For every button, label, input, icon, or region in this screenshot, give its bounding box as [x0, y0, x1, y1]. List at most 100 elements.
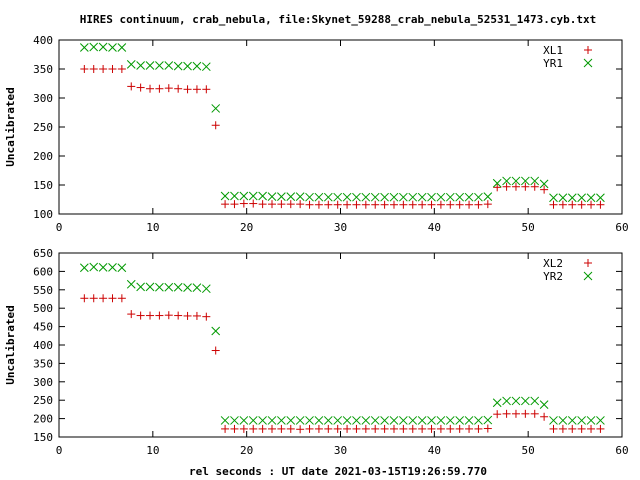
data-point [493, 410, 502, 419]
data-point [155, 61, 164, 70]
data-point [427, 416, 436, 425]
legend-label: YR2 [543, 270, 563, 283]
y-tick-label: 500 [33, 302, 53, 315]
data-point [521, 182, 530, 191]
x-tick-label: 50 [522, 221, 535, 234]
data-point [408, 200, 417, 209]
data-point [483, 200, 492, 209]
data-point [474, 192, 483, 202]
data-point [192, 85, 201, 94]
data-point [361, 416, 371, 425]
x-tick-label: 30 [334, 221, 347, 234]
data-point [568, 424, 577, 433]
data-point [558, 424, 567, 433]
data-point [352, 416, 361, 425]
data-point [258, 416, 267, 425]
data-point [230, 200, 239, 209]
data-point [324, 424, 333, 433]
data-point [126, 60, 136, 69]
data-point [361, 200, 370, 209]
data-point [146, 84, 155, 93]
data-point [445, 416, 455, 425]
plot-frame [58, 252, 623, 438]
data-point [511, 409, 520, 418]
data-point [295, 416, 305, 425]
data-point [333, 416, 343, 425]
data-point [108, 65, 117, 73]
data-point [539, 179, 549, 189]
data-point [239, 199, 248, 208]
data-point [248, 191, 258, 201]
data-point [98, 42, 108, 52]
y-tick-label: 150 [33, 431, 53, 444]
data-point [286, 192, 296, 201]
data-point [183, 85, 192, 94]
y-tick-label: 350 [33, 357, 53, 370]
data-point [418, 424, 427, 433]
data-point [164, 282, 174, 292]
data-point [211, 121, 220, 130]
data-point [155, 311, 164, 320]
data-point [333, 192, 343, 202]
data-point [164, 84, 173, 93]
data-point [136, 311, 145, 320]
data-point [314, 200, 323, 209]
data-point [239, 191, 249, 201]
data-point [89, 262, 99, 272]
data-point [445, 192, 455, 202]
data-point [164, 311, 173, 320]
x-tick-label: 60 [615, 444, 628, 457]
x-tick-label: 50 [522, 444, 535, 457]
data-point [540, 185, 549, 194]
data-point [530, 409, 539, 418]
data-point [127, 82, 136, 91]
data-point [380, 416, 389, 425]
y-tick-label: 350 [33, 63, 53, 76]
data-point [239, 416, 249, 425]
y-tick-label: 400 [33, 339, 53, 352]
data-point [436, 416, 446, 425]
data-point [117, 263, 127, 273]
data-point [173, 282, 183, 292]
data-point [286, 424, 295, 433]
data-point [352, 424, 361, 433]
data-point [126, 279, 136, 289]
data-point [305, 192, 314, 202]
data-point [314, 192, 324, 202]
data-point [136, 282, 145, 292]
data-point [567, 416, 577, 425]
data-point [343, 424, 352, 433]
data-point [155, 282, 164, 292]
data-point [201, 284, 211, 294]
data-point [474, 200, 483, 209]
data-point [183, 311, 192, 320]
data-point [520, 396, 530, 406]
data-point [370, 416, 380, 425]
data-point [549, 193, 558, 203]
data-point [277, 192, 286, 201]
data-point [380, 192, 389, 202]
data-point [98, 262, 108, 272]
series-YR2 [79, 262, 605, 425]
x-tick-label: 40 [428, 444, 441, 457]
top-panel: 0 10 20 30 40 50 60 100 150 200 250 300 350 400 Uncali… [4, 34, 629, 234]
data-point [145, 282, 155, 292]
data-point [446, 200, 455, 209]
data-point [277, 416, 286, 425]
data-point [361, 192, 371, 202]
data-point [352, 200, 361, 209]
x-tick-label: 0 [56, 221, 63, 234]
data-point [174, 84, 183, 93]
data-point [586, 193, 596, 203]
data-point [211, 346, 220, 355]
data-point [314, 416, 324, 425]
data-point [192, 311, 201, 320]
series-XL2 [80, 294, 605, 434]
data-point [352, 192, 361, 202]
data-point [418, 200, 427, 209]
data-point [417, 416, 427, 425]
data-point [267, 192, 277, 201]
data-point [258, 200, 267, 209]
data-point [427, 424, 436, 433]
